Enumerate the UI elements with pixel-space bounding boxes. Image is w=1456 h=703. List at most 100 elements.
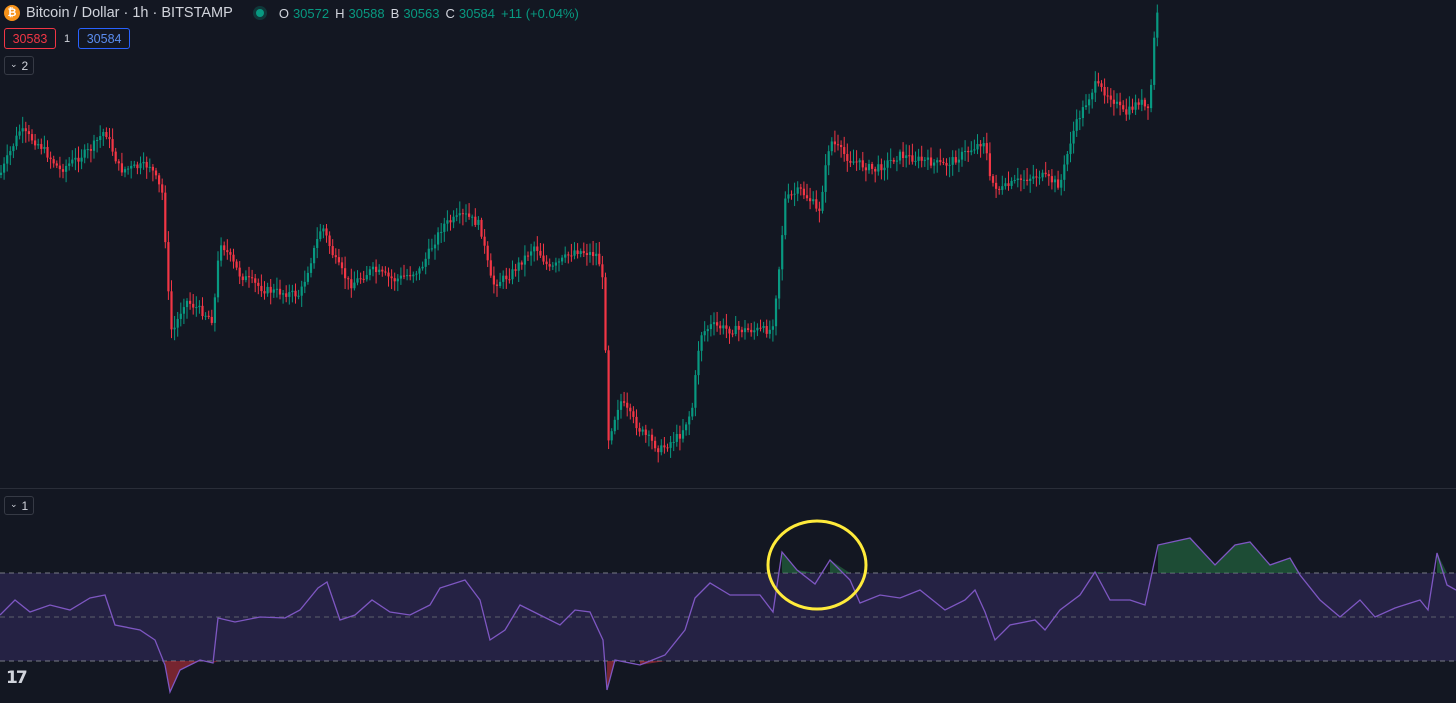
candle-body [164,192,167,243]
overbought-fill [830,560,850,573]
candle-body [337,257,340,263]
candle-body [111,139,114,152]
candle-body [1115,101,1119,104]
candle-body [657,448,660,453]
candle-body [1094,81,1097,93]
candle-body [536,246,539,251]
candle-body [570,255,573,257]
candle-body [154,170,158,176]
candle-body [688,416,691,425]
candle-body [681,430,685,439]
market-status-icon[interactable] [252,6,267,20]
candle-body [1029,178,1032,181]
candle-body [136,164,139,169]
overbought-fill [782,552,815,573]
candle-body [495,284,499,286]
candle-body [92,140,96,151]
candle-body [716,322,719,326]
candle-body [793,193,796,195]
candle-body [914,160,917,162]
candle-body [263,291,266,294]
candle-body [824,165,827,192]
candle-body [743,328,747,333]
collapse-indicator-pane-button[interactable]: ⌄ 1 [4,496,35,515]
candle-body [712,322,716,325]
symbol-legend[interactable]: ₿ Bitcoin / Dollar · 1h · BITSTAMP O 3057… [4,3,579,23]
candle-body [424,258,427,267]
candle-body [210,316,213,323]
candle-body [260,285,263,292]
candle-body [675,434,678,442]
candle-body [139,163,142,169]
candle-body [213,297,216,323]
candle-body [452,216,455,223]
candle-body [291,290,294,293]
candle-body [120,163,123,173]
trade-buttons: 30583 1 30584 [4,28,131,49]
overbought-fill [1095,572,1110,573]
oversold-fill [213,661,218,663]
candle-body [499,281,502,286]
candle-body [774,298,778,327]
candle-body [393,278,396,282]
candle-body [251,277,254,279]
candle-body [1150,84,1153,109]
candle-body [827,151,830,166]
sell-button[interactable]: 30583 [4,28,56,49]
candle-body [654,440,657,449]
candle-body [880,164,883,171]
candle-body [350,279,353,289]
candle-body [669,442,672,448]
candle-body [1053,179,1057,183]
candle-body [384,271,387,273]
candle-body [821,191,824,211]
candle-body [843,147,846,155]
candle-body [967,150,970,153]
candle-body [1047,174,1050,177]
candle-body [867,163,871,171]
candle-body [948,164,951,166]
candle-body [564,254,567,258]
candle-body [1097,81,1100,84]
candle-body [52,159,55,164]
candle-body [530,251,533,256]
candle-body [970,150,973,153]
candle-body [623,401,626,403]
candle-body [598,253,601,265]
candle-body [1137,102,1140,105]
candle-body [988,153,991,177]
candle-body [1069,143,1072,155]
candle-body [99,136,102,141]
candle-body [108,137,111,140]
candle-body [1078,118,1081,120]
candle-body [145,161,148,168]
candle-body [71,159,74,164]
candle-body [461,213,464,215]
close-key: C [445,5,455,21]
buy-button[interactable]: 30584 [78,28,131,49]
tradingview-logo-icon[interactable]: 17 [6,668,28,688]
candle-body [1032,176,1035,179]
candle-body [796,187,799,194]
candle-body [34,140,37,146]
candle-body [790,194,793,196]
candle-body [1026,179,1029,181]
collapse-main-pane-button[interactable]: ⌄ 2 [4,56,35,75]
candle-body [238,267,241,277]
candle-body [505,275,508,280]
candle-body [722,325,725,329]
candle-body [30,134,34,141]
candle-body [685,424,688,431]
symbol-title[interactable]: Bitcoin / Dollar · 1h · BITSTAMP [26,5,233,21]
candle-body [1128,106,1131,115]
candle-body [24,128,27,132]
candle-body [995,182,998,189]
candle-body [954,157,957,163]
candle-body [142,161,145,164]
candle-body [474,216,477,225]
candle-body [1103,86,1106,96]
candle-body [46,146,49,158]
candle-body [1122,105,1125,110]
